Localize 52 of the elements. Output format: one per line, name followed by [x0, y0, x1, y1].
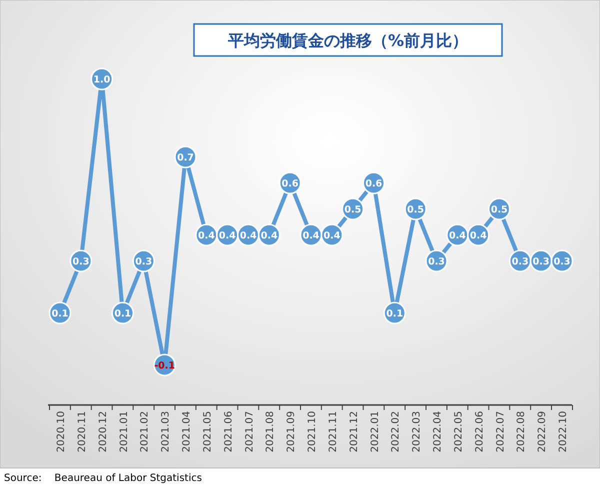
data-label: 0.6 — [365, 178, 383, 190]
data-label: 1.0 — [93, 74, 111, 86]
data-label: 0.5 — [344, 204, 362, 216]
x-tick-label: 2021.07 — [244, 411, 256, 452]
x-tick-label: 2021.08 — [265, 411, 276, 452]
x-tick-label: 2022.01 — [370, 411, 381, 452]
x-tick-label: 2021.01 — [118, 411, 130, 452]
data-label: 0.1 — [386, 308, 404, 320]
x-tick-label: 2021.02 — [140, 411, 151, 452]
x-tick-label: 2022.05 — [453, 411, 464, 452]
x-tick-label: 2022.04 — [432, 411, 444, 452]
chart-title: 平均労働賃金の推移（%前月比） — [226, 31, 468, 50]
data-label: 0.6 — [282, 178, 299, 190]
data-label: 0.4 — [240, 230, 258, 242]
data-label: 0.1 — [114, 308, 132, 320]
data-label: 0.4 — [260, 230, 278, 242]
data-label: 0.4 — [448, 230, 466, 242]
data-label: 0.4 — [302, 230, 320, 242]
data-label: 0.3 — [532, 256, 550, 268]
data-label: 0.1 — [52, 308, 68, 320]
x-tick-label: 2021.10 — [307, 411, 318, 452]
x-tick-label: 2022.08 — [516, 411, 528, 452]
x-tick-label: 2021.06 — [223, 411, 234, 452]
data-label: 0.3 — [72, 256, 90, 268]
data-label: 0.5 — [407, 204, 424, 216]
data-label: 0.3 — [428, 256, 445, 268]
x-tick-label: 2020.12 — [98, 411, 109, 452]
x-tick-label: 2022.06 — [474, 411, 486, 452]
x-tick-label: 2021.04 — [182, 411, 192, 452]
data-label: 0.7 — [177, 152, 194, 164]
data-label: 0.5 — [490, 204, 508, 216]
x-tick-label: 2021.11 — [328, 411, 339, 452]
x-tick-label: 2021.03 — [160, 411, 172, 452]
x-tick-label: 2022.10 — [558, 411, 569, 452]
data-label: 0.4 — [470, 230, 488, 242]
x-tick-label: 2022.09 — [537, 411, 548, 452]
x-tick-label: 2021.05 — [202, 411, 214, 452]
x-tick-label: 2022.03 — [412, 411, 423, 452]
x-tick-label: 2020.11 — [76, 411, 88, 452]
x-tick-label: 2021.12 — [348, 411, 360, 452]
data-label: 0.3 — [554, 256, 570, 268]
x-tick-label: 2022.07 — [495, 411, 506, 452]
data-label: -0.1 — [154, 360, 175, 372]
data-label: 0.3 — [135, 256, 152, 268]
x-tick-label: 2021.09 — [286, 411, 298, 452]
data-label: 0.4 — [198, 230, 216, 242]
data-label: 0.4 — [218, 230, 236, 242]
data-label: 0.3 — [512, 256, 529, 268]
source-note: Source: Beaureau of Labor Stgatistics — [4, 473, 202, 484]
x-tick-label: 2022.02 — [390, 411, 402, 452]
data-label: 0.4 — [323, 230, 341, 242]
x-tick-label: 2020.10 — [56, 411, 67, 452]
